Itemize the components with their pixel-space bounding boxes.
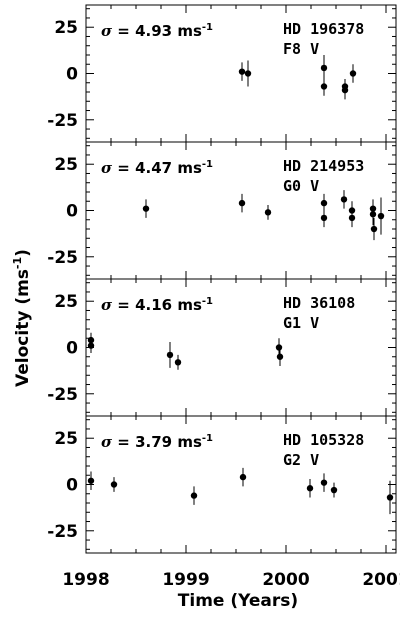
x-tick-label: 2001 [362, 570, 400, 590]
sigma-symbol: σ [101, 22, 117, 40]
sigma-value: = 4.93 ms [117, 22, 202, 40]
y-tick-label: 0 [66, 65, 78, 85]
spectral-type: F8 V [283, 40, 319, 58]
panel-3: 25 0 -25 σ = 4.16 ms-1 HD 36108 G1 V [47, 278, 397, 417]
data-point [244, 70, 252, 77]
spectral-type: G1 V [283, 314, 319, 332]
x-tick-label: 1998 [62, 570, 109, 590]
sigma-value: = 3.79 ms [117, 433, 202, 451]
spectral-type: G0 V [283, 177, 319, 195]
sigma-label: σ = 4.16 ms-1 [101, 296, 213, 314]
sigma-label: σ = 4.93 ms-1 [101, 22, 213, 40]
data-point [320, 64, 328, 72]
sigma-label: σ = 4.47 ms-1 [101, 159, 213, 177]
y-axis-label-main: Velocity (ms [13, 269, 33, 387]
y-tick-label: -25 [47, 111, 78, 131]
data-point [348, 214, 356, 222]
spectral-type: G2 V [283, 451, 319, 469]
y-tick-label: 0 [66, 202, 78, 222]
star-name: HD 36108 [283, 294, 355, 312]
data-point [87, 477, 95, 484]
data-point [330, 486, 338, 494]
data-point [340, 196, 348, 203]
data-point [142, 205, 150, 212]
data-point [377, 212, 385, 220]
data-point [349, 70, 357, 77]
x-axis: 1998 1999 2000 2001 [62, 570, 400, 590]
y-tick-label: 25 [54, 18, 78, 38]
sigma-symbol: σ [101, 433, 117, 451]
panel-4: 25 0 -25 σ = 3.79 ms-1 HD 105328 G2 V [47, 415, 397, 554]
data-point [275, 344, 283, 351]
sigma-unit-sup: -1 [202, 22, 213, 33]
data-point [166, 351, 174, 359]
y-tick-label: 25 [54, 155, 78, 175]
y-axis-label-close: ) [13, 249, 33, 257]
y-tick-label: -25 [47, 522, 78, 542]
x-tick-label: 1999 [162, 570, 209, 590]
panel-1: 25 0 -25 σ = 4.93 ms-1 HD 196378 F8 V [47, 4, 397, 143]
data-point [239, 473, 247, 481]
data-point [320, 83, 328, 90]
sigma-symbol: σ [101, 159, 117, 177]
y-tick-label: 0 [66, 339, 78, 359]
data-point [190, 492, 198, 499]
data-point [238, 68, 246, 75]
sigma-label: σ = 3.79 ms-1 [101, 433, 213, 451]
sigma-unit-sup: -1 [202, 296, 213, 307]
data-point [87, 342, 95, 349]
star-name: HD 105328 [283, 431, 364, 449]
sigma-symbol: σ [101, 296, 117, 314]
data-point [110, 481, 118, 488]
star-name: HD 196378 [283, 20, 364, 38]
data-point [386, 494, 394, 501]
data-point [276, 353, 284, 360]
data-point [370, 225, 378, 233]
star-name: HD 214953 [283, 157, 364, 175]
data-point [264, 209, 272, 216]
sigma-unit-sup: -1 [202, 433, 213, 444]
sigma-value: = 4.16 ms [117, 296, 202, 314]
data-point [238, 199, 246, 207]
y-tick-label: -25 [47, 385, 78, 405]
y-axis-label-sup: -1 [11, 257, 24, 269]
y-tick-label: 25 [54, 429, 78, 449]
data-point [174, 359, 182, 366]
data-point [320, 199, 328, 207]
x-tick-label: 2000 [262, 570, 309, 590]
data-point [369, 211, 377, 218]
panel-2: 25 0 -25 σ = 4.47 ms-1 HD 214953 G0 V [47, 141, 397, 280]
y-tick-label: 0 [66, 476, 78, 496]
data-point [306, 485, 314, 492]
y-axis-label: Velocity (ms-1) [11, 249, 33, 387]
sigma-unit-sup: -1 [202, 159, 213, 170]
y-tick-label: -25 [47, 248, 78, 268]
sigma-value: = 4.47 ms [117, 159, 202, 177]
data-point [341, 86, 349, 94]
data-point [320, 479, 328, 486]
data-point [320, 214, 328, 222]
x-axis-label: Time (Years) [178, 591, 298, 611]
y-tick-label: 25 [54, 292, 78, 312]
